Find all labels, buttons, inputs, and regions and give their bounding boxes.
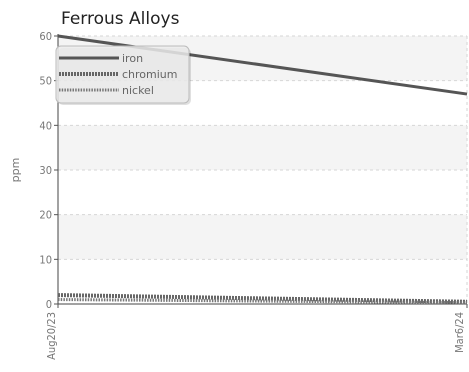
plot-band xyxy=(58,214,467,260)
chart-title: Ferrous Alloys xyxy=(61,9,180,29)
legend-label-chromium: chromium xyxy=(122,68,178,81)
y-axis-title: ppm xyxy=(9,158,22,183)
series-line-nickel xyxy=(57,298,468,305)
x-tick-label: Aug20/23 xyxy=(45,312,58,360)
plot-band xyxy=(58,125,467,170)
x-tick-label: Mar6/24 xyxy=(453,312,466,353)
legend-label-iron: iron xyxy=(122,52,143,65)
y-tick-label: 30 xyxy=(39,164,52,177)
legend-label-nickel: nickel xyxy=(122,84,154,97)
y-tick-label: 0 xyxy=(46,298,52,311)
y-tick-label: 20 xyxy=(39,209,52,222)
y-tick-label: 40 xyxy=(39,119,52,132)
plot-bands xyxy=(58,36,467,260)
x-ticks: Aug20/23 Mar6/24 xyxy=(45,304,468,360)
y-tick-label: 10 xyxy=(39,253,52,266)
y-tick-label: 50 xyxy=(39,75,52,88)
legend: iron chromium nickel xyxy=(55,45,191,105)
y-ticks: 0 10 20 30 40 50 60 xyxy=(39,30,58,311)
series-line-chromium xyxy=(57,293,468,304)
y-tick-label: 60 xyxy=(39,30,52,43)
